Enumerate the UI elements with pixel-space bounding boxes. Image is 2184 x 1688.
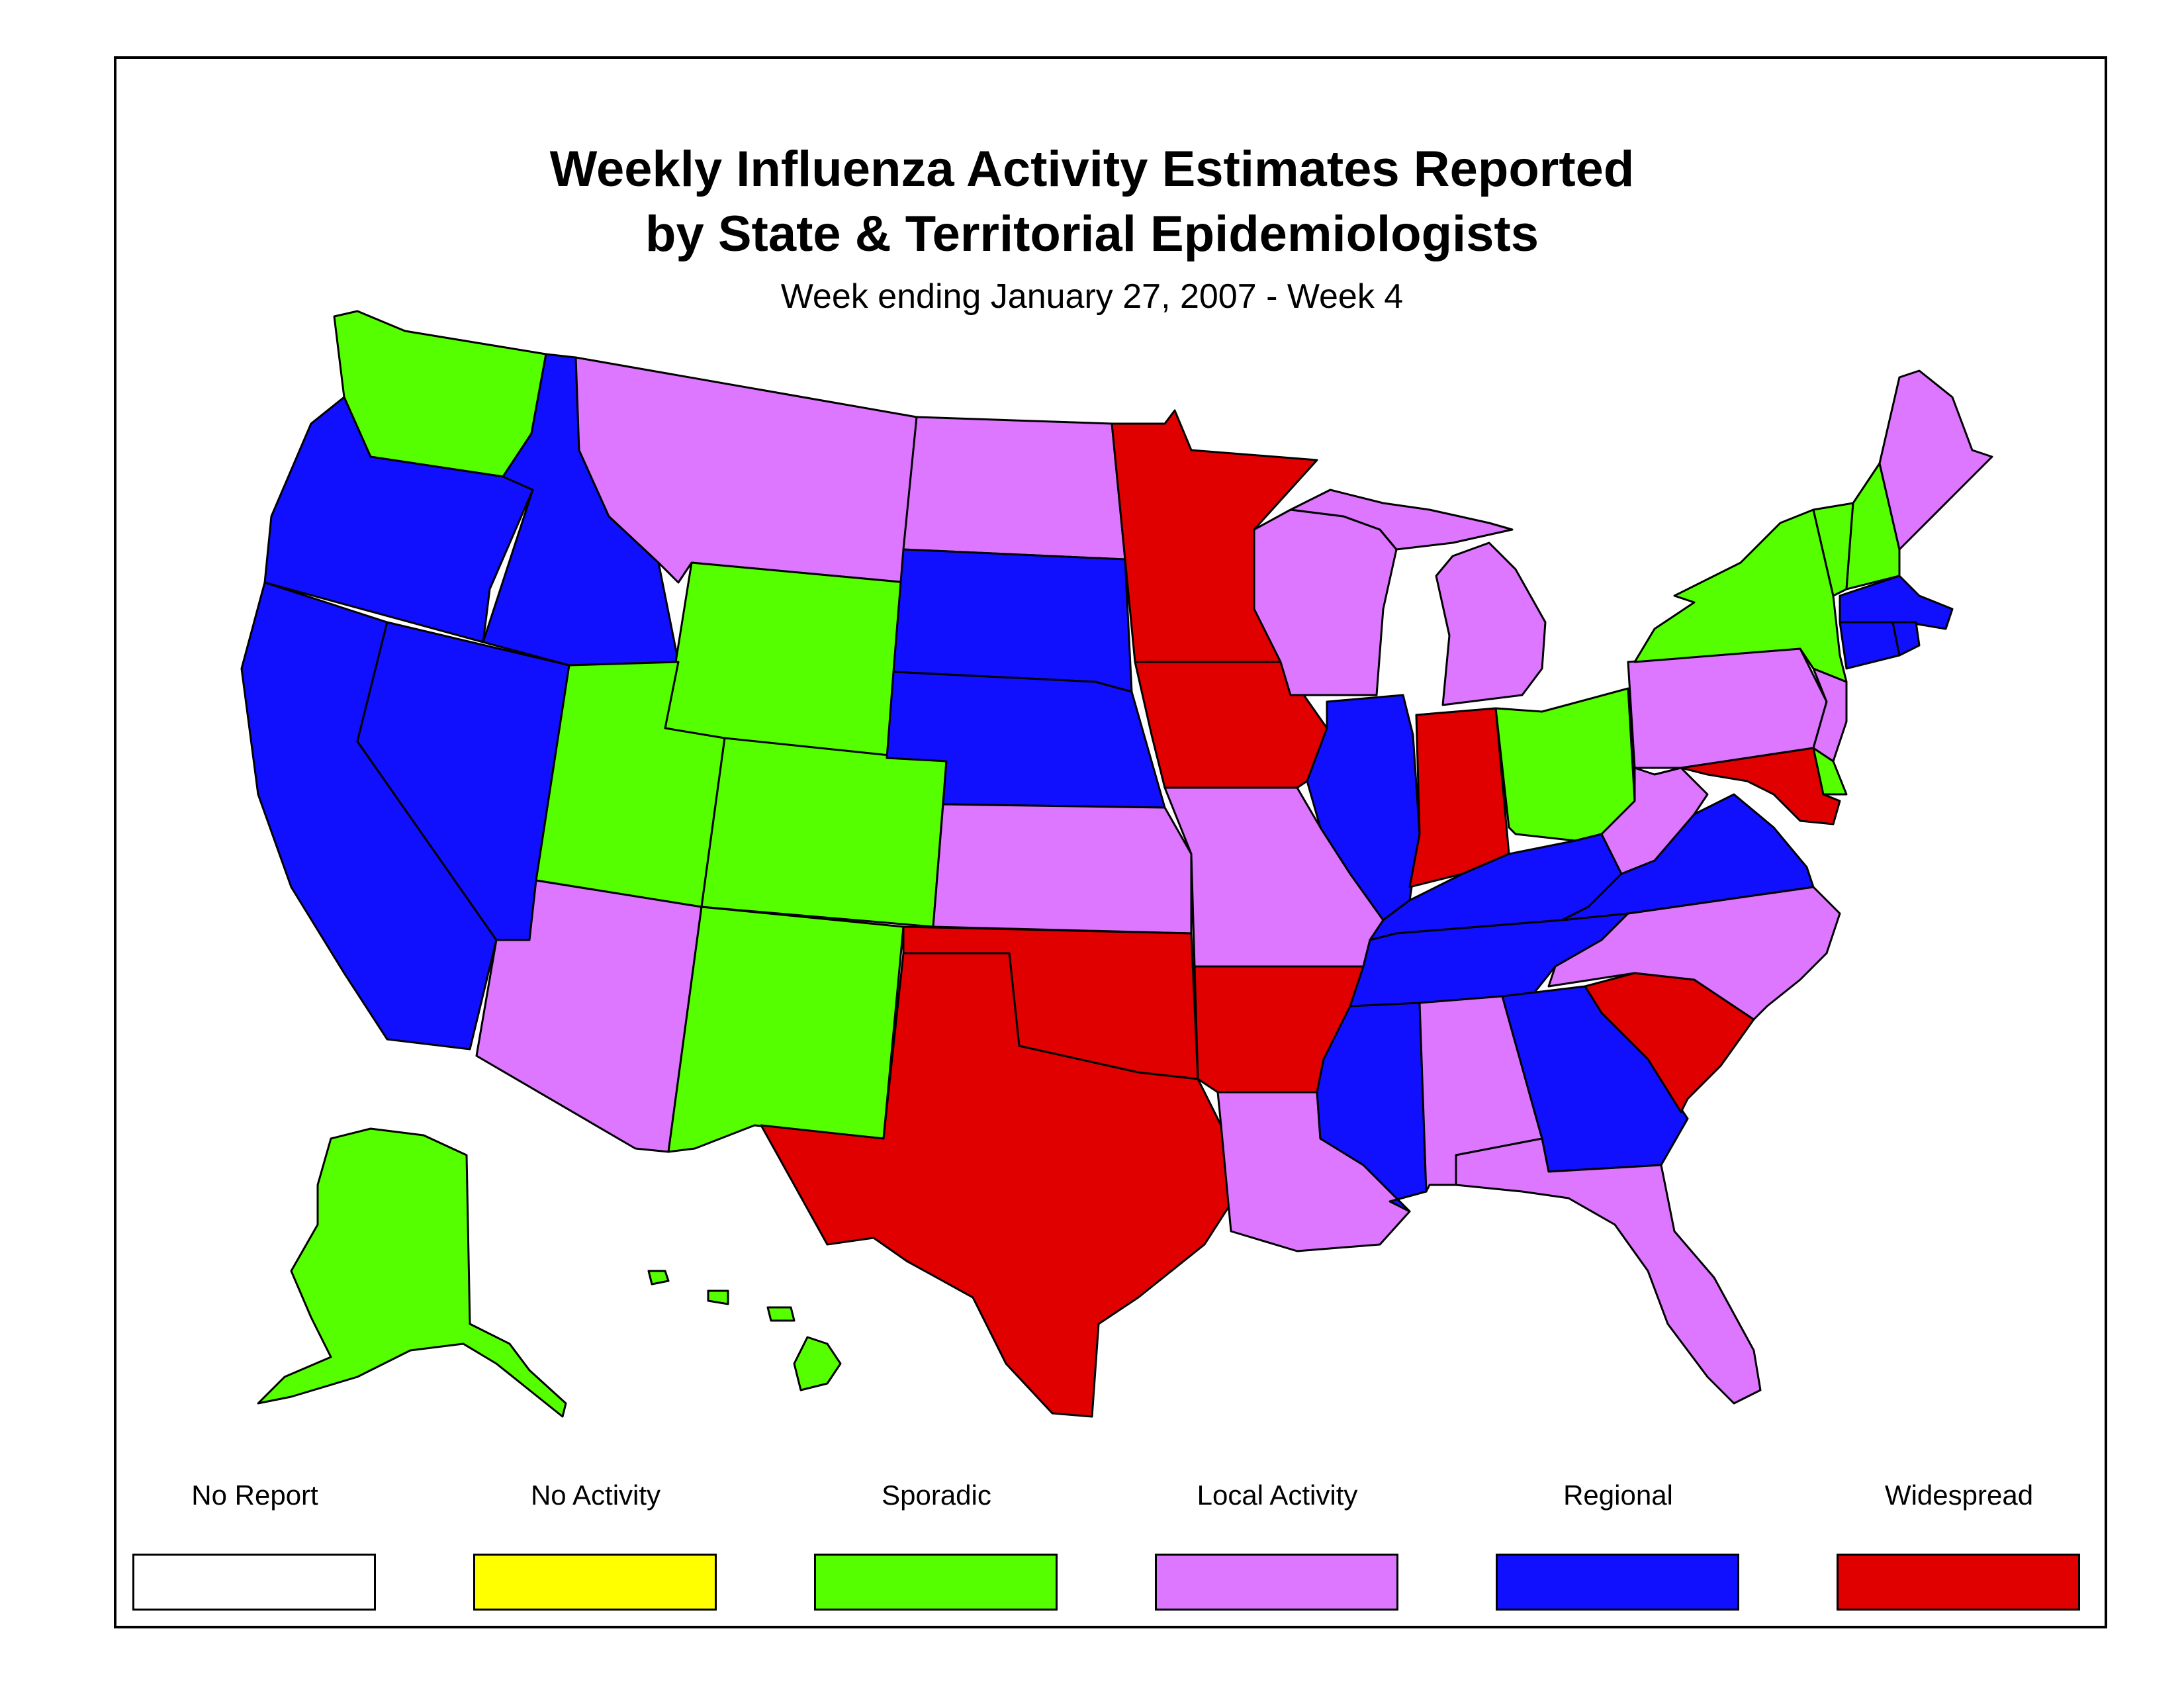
legend-swatch-local-activity (1155, 1554, 1398, 1611)
legend-swatch-sporadic (814, 1554, 1058, 1611)
state-hi-big (793, 1336, 842, 1391)
legend-sporadic: Sporadic (814, 1479, 1059, 1611)
legend-widespread: Widespread (1837, 1479, 2081, 1611)
legend-label-widespread: Widespread (1884, 1479, 2034, 1511)
state-me (1878, 369, 1993, 551)
state-co (700, 737, 948, 928)
legend-no-report: No Report (132, 1479, 377, 1611)
state-hi-oahu (707, 1289, 729, 1305)
state-va (1561, 793, 1815, 921)
state-nc (1547, 886, 1841, 1021)
legend-regional: Regional (1496, 1479, 1741, 1611)
legend-no-activity: No Activity (473, 1479, 718, 1611)
state-wv (1600, 767, 1709, 875)
legend-label-local-activity: Local Activity (1197, 1479, 1358, 1511)
state-or (263, 396, 534, 643)
state-ct (1839, 621, 1901, 670)
legend-swatch-widespread (1837, 1554, 2080, 1611)
map-frame (114, 56, 2107, 1628)
state-ak (257, 1127, 567, 1418)
legend-label-no-activity: No Activity (530, 1479, 661, 1511)
legend-local-activity: Local Activity (1155, 1479, 1400, 1611)
legend-label-sporadic: Sporadic (882, 1479, 991, 1511)
legend-label-no-report: No Report (191, 1479, 318, 1511)
map-title-line2: by State & Territorial Epidemiologists (645, 206, 1539, 262)
state-nm (667, 906, 905, 1153)
legend-swatch-regional (1496, 1554, 1739, 1611)
state-ri (1891, 621, 1921, 657)
state-oh (1494, 687, 1636, 842)
state-hi-kauai (647, 1270, 670, 1286)
state-ks (932, 803, 1193, 935)
legend-swatch-no-report (132, 1554, 376, 1611)
state-mi-upper (1289, 489, 1514, 551)
state-mi (1435, 541, 1547, 706)
legend-label-regional: Regional (1563, 1479, 1673, 1511)
state-tx (760, 952, 1236, 1418)
state-fl (1455, 1137, 1762, 1405)
state-hi-maui (766, 1306, 796, 1322)
map-title-line1: Weekly Influenza Activity Estimates Repo… (549, 141, 1635, 197)
state-nd (902, 416, 1126, 561)
map-subtitle: Week ending January 27, 2007 - Week 4 (780, 277, 1404, 316)
legend-swatch-no-activity (473, 1554, 717, 1611)
state-sd (892, 548, 1133, 693)
